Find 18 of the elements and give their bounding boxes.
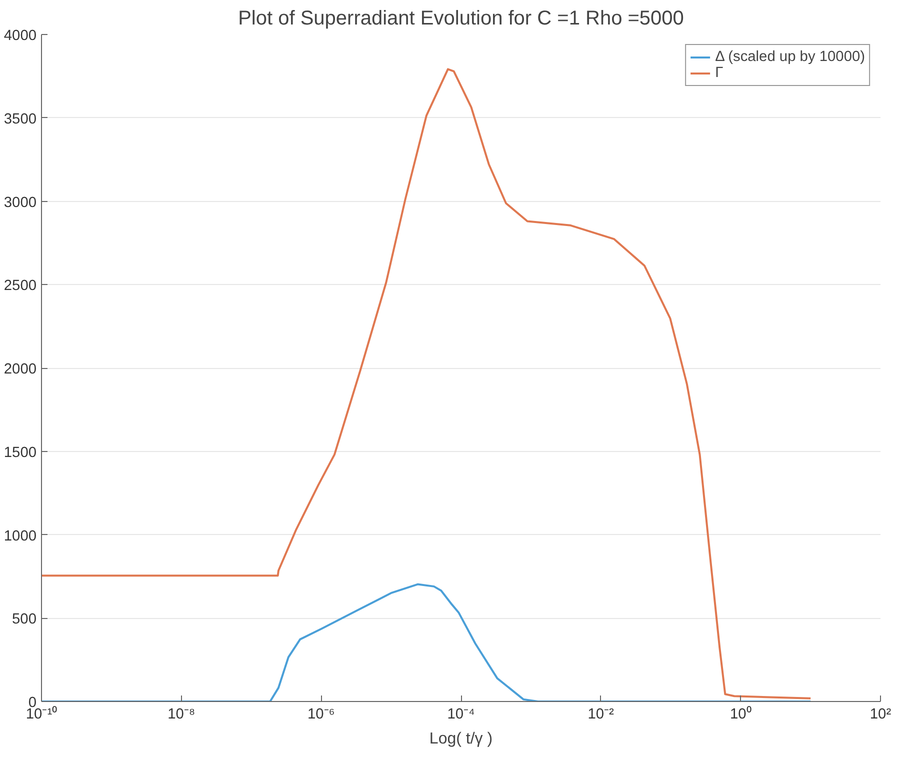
y-tick-label: 3000 [4,194,37,211]
legend-label: Γ [715,65,724,81]
x-tick-label: 10⁰ [730,706,752,722]
y-tick-label: 2500 [4,278,37,294]
y-tick-label: 4000 [4,28,37,44]
x-tick-label: 10⁻² [588,706,614,722]
y-tick-label: 500 [12,612,37,628]
x-tick-label: 10⁻⁶ [308,706,335,722]
x-tick-label: 10⁻⁸ [168,706,196,722]
x-tick-label: 10² [870,706,892,722]
y-tick-label: 3500 [4,111,37,128]
y-tick-label: 2000 [4,362,37,378]
x-axis-title: Log( t/γ ) [429,730,493,748]
y-tick-label: 1500 [4,444,37,461]
y-tick-label: 1000 [4,528,37,544]
legend-label: Δ (scaled up by 10000) [715,49,865,65]
chart-title: Plot of Superradiant Evolution for C =1 Rho =5000 [238,8,684,30]
x-tick-label: 10⁻⁴ [447,706,475,722]
